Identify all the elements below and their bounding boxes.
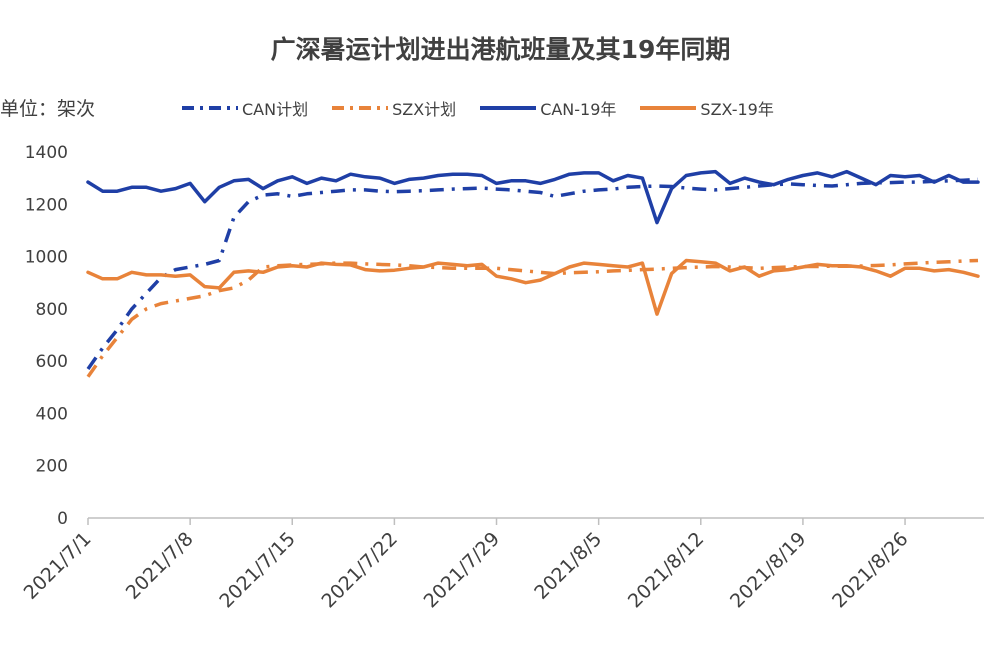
legend-label-szx-plan: SZX计划 [392, 100, 457, 119]
legend-swatch-szx-plan [332, 106, 389, 110]
x-tick-label: 2021/8/19 [726, 528, 810, 612]
legend-swatch-can-19 [480, 106, 537, 110]
unit-label: 单位：架次 [0, 98, 96, 120]
legend-item-can-plan: CAN计划 [180, 96, 308, 120]
y-tick-label: 200 [36, 457, 68, 477]
y-tick-label: 1200 [25, 195, 68, 215]
x-tick-label: 2021/7/1 [20, 528, 96, 604]
series-line-4 [86, 258, 980, 316]
legend-item-szx-19: SZX-19年 [638, 96, 774, 120]
legend-swatch-szx-19 [640, 106, 697, 110]
legend: CAN计划 SZX计划 CAN-19年 SZX-19年 [180, 96, 796, 120]
series-line-2 [86, 258, 979, 378]
legend-item-can-19: CAN-19年 [478, 96, 616, 120]
legend-label-can-plan: CAN计划 [242, 100, 309, 119]
chart-title: 广深暑运计划进出港航班量及其19年同期 [270, 35, 731, 64]
x-tick-label: 2021/8/5 [530, 528, 606, 604]
chart-axes: 0 200 400 600 800 1000 1200 1400 2021/7/1 2021/7/… [20, 143, 984, 612]
x-tick-label: 2021/7/22 [317, 528, 401, 612]
y-tick-label: 400 [36, 404, 68, 424]
x-tick-label: 2021/7/8 [122, 528, 198, 604]
x-tick-label: 2021/7/29 [420, 528, 504, 612]
legend-label-szx-19: SZX-19年 [700, 100, 774, 119]
legend-item-szx-plan: SZX计划 [330, 96, 456, 120]
x-tick-label: 2021/7/15 [215, 528, 299, 612]
series-line-3 [86, 169, 980, 225]
legend-label-can-19: CAN-19年 [540, 100, 617, 119]
y-tick-label: 600 [36, 352, 68, 372]
y-tick-label: 800 [36, 300, 68, 320]
series-layer [86, 169, 980, 378]
legend-swatch-can-plan [182, 106, 238, 110]
y-tick-label: 0 [57, 509, 68, 529]
x-tick-label: 2021/8/12 [624, 528, 708, 612]
y-tick-label: 1400 [25, 143, 68, 163]
series-line-1 [86, 177, 979, 371]
y-tick-label: 1000 [25, 248, 68, 268]
x-tick-label: 2021/8/26 [828, 528, 912, 612]
